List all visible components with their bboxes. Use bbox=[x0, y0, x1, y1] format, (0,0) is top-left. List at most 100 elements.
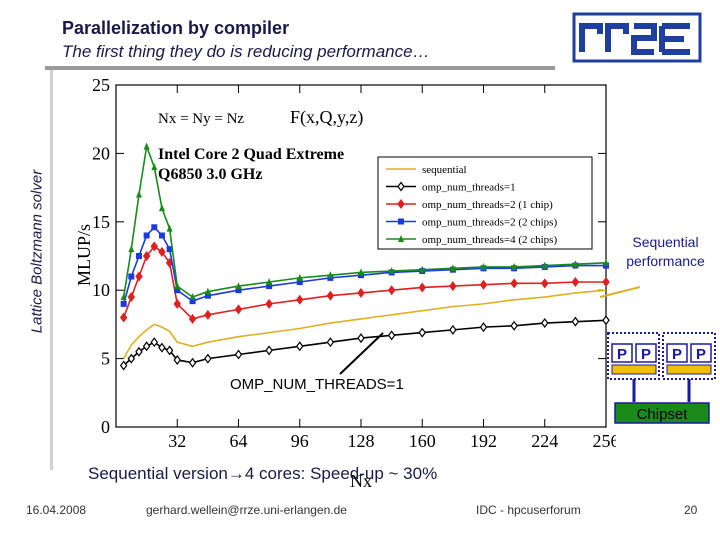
rrze-logo bbox=[572, 10, 702, 65]
data-point bbox=[165, 345, 174, 356]
data-point bbox=[120, 300, 127, 307]
x-tick-label: 160 bbox=[409, 431, 436, 451]
data-point bbox=[326, 290, 335, 301]
legend-label: omp_num_threads=4 (2 chips) bbox=[422, 234, 557, 246]
y-tick-label: 15 bbox=[92, 212, 110, 232]
sequential-performance-annotation: Sequential performance bbox=[626, 234, 705, 269]
data-point bbox=[571, 276, 580, 287]
data-point bbox=[158, 342, 166, 353]
series-omp-num-threads-4-2-chips- bbox=[120, 142, 609, 301]
x-tick-label: 128 bbox=[348, 431, 375, 451]
quad-core-chip-diagram: P P P P Chipset bbox=[607, 332, 716, 424]
data-point bbox=[234, 304, 243, 315]
side-divider bbox=[50, 70, 53, 470]
data-point bbox=[135, 190, 142, 198]
data-point bbox=[204, 292, 211, 299]
data-point bbox=[449, 281, 457, 292]
data-point bbox=[128, 245, 135, 253]
data-point bbox=[235, 287, 242, 294]
data-point bbox=[142, 341, 151, 352]
data-point bbox=[143, 232, 150, 239]
performance-chart: 0 5 10 15 20 25 32 64 96 128 160 192 224 256 sequenti… bbox=[66, 75, 616, 495]
chip-core-label: P bbox=[672, 346, 682, 363]
data-point bbox=[188, 357, 197, 368]
footer-page-number: 20 bbox=[684, 503, 698, 517]
data-point bbox=[398, 218, 404, 225]
data-point bbox=[166, 224, 173, 232]
y-tick-label: 0 bbox=[101, 417, 110, 437]
legend-label: omp_num_threads=2 (2 chips) bbox=[422, 217, 557, 229]
chip-core-label: P bbox=[617, 346, 627, 363]
chart-annotation-cpu: Intel Core 2 Quad Extreme bbox=[158, 146, 344, 163]
y-tick-label: 5 bbox=[101, 349, 110, 369]
data-point bbox=[142, 251, 151, 261]
footer-email: gerhard.wellein@rrze.uni-erlangen.de bbox=[146, 503, 347, 517]
title-divider bbox=[45, 66, 555, 70]
data-point bbox=[150, 241, 159, 252]
data-point bbox=[510, 278, 518, 289]
legend-label: omp_num_threads=2 (1 chip) bbox=[422, 199, 553, 211]
series-omp-num-threads-1 bbox=[119, 315, 610, 371]
legend-label: sequential bbox=[422, 164, 467, 176]
slide-subtitle: The first thing they do is reducing perf… bbox=[62, 42, 430, 61]
data-point bbox=[204, 353, 212, 364]
data-point bbox=[204, 287, 211, 295]
series-sequential bbox=[122, 289, 607, 359]
x-tick-label: 96 bbox=[291, 431, 309, 451]
data-point bbox=[119, 360, 128, 371]
data-point bbox=[603, 258, 609, 266]
x-tick-label: 224 bbox=[531, 431, 558, 451]
legend-box bbox=[377, 156, 593, 250]
plot-area bbox=[115, 84, 607, 428]
data-point bbox=[326, 337, 335, 348]
data-point bbox=[150, 337, 159, 348]
data-point bbox=[158, 232, 165, 239]
data-point bbox=[127, 292, 136, 303]
data-point bbox=[449, 264, 456, 272]
data-point bbox=[174, 282, 181, 290]
data-point bbox=[135, 346, 143, 357]
data-point bbox=[479, 322, 488, 333]
chart-annotation-cpu-model: Q6850 3.0 GHz bbox=[158, 166, 262, 183]
y-tick-label: 10 bbox=[92, 280, 110, 300]
data-point bbox=[151, 224, 158, 231]
chart-annotation-dimensions: Nx = Ny = Nz bbox=[158, 111, 244, 127]
chip-core-label: P bbox=[696, 346, 706, 363]
data-point bbox=[357, 333, 365, 344]
data-point bbox=[266, 283, 273, 290]
data-point bbox=[398, 235, 404, 242]
omp-threads-annotation: OMP_NUM_THREADS=1 bbox=[230, 376, 404, 393]
y-tick-label: 25 bbox=[92, 75, 110, 95]
data-point bbox=[127, 353, 136, 364]
data-point bbox=[158, 246, 166, 257]
data-point bbox=[166, 246, 173, 253]
data-point bbox=[358, 268, 364, 276]
data-point bbox=[235, 282, 242, 290]
data-point bbox=[189, 293, 196, 301]
footer-conference: IDC - hpcuserforum bbox=[476, 503, 581, 517]
data-point bbox=[397, 199, 405, 209]
x-tick-label: 192 bbox=[470, 431, 497, 451]
data-point bbox=[296, 278, 303, 285]
data-point bbox=[174, 287, 181, 294]
legend-label: omp_num_threads=1 bbox=[422, 182, 516, 194]
data-point bbox=[388, 267, 395, 275]
data-point bbox=[419, 265, 426, 273]
data-point bbox=[234, 349, 243, 360]
data-point bbox=[479, 279, 488, 290]
y-tick-label: 20 bbox=[92, 143, 110, 163]
data-point bbox=[572, 260, 579, 268]
data-point bbox=[189, 298, 196, 305]
data-point bbox=[571, 316, 580, 327]
data-point bbox=[143, 142, 150, 150]
data-point bbox=[266, 277, 273, 285]
speedup-statement: Sequential version→4 cores: Speed-up ~ 3… bbox=[88, 464, 437, 484]
series-omp-num-threads-2-1-chip- bbox=[119, 241, 610, 324]
data-point bbox=[387, 330, 396, 341]
data-point bbox=[158, 204, 165, 212]
data-point bbox=[173, 354, 181, 365]
arrow-right-icon: → bbox=[227, 464, 245, 483]
data-point bbox=[541, 318, 549, 329]
data-point bbox=[188, 313, 197, 324]
